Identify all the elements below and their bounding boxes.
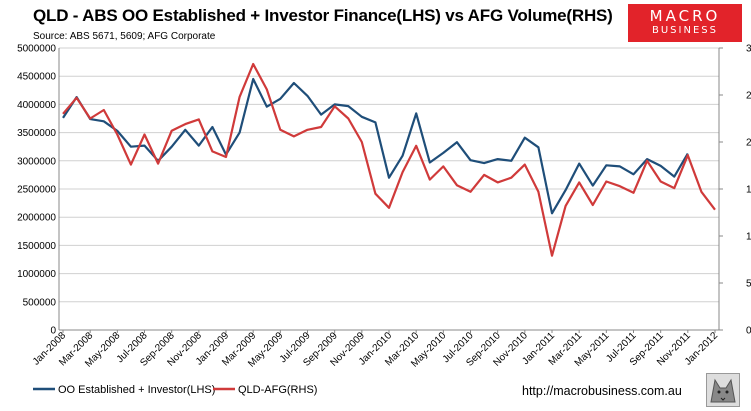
chart-title: QLD - ABS OO Established + Investor Fina…	[33, 6, 613, 25]
macrobusiness-logo: MACRO BUSINESS	[628, 4, 742, 42]
y-right-tick-label: 0	[746, 326, 751, 337]
y-right-tick-label: 1000	[746, 232, 751, 243]
y-right-tick-label: 3000	[746, 44, 751, 55]
y-right-tick-label: 2500	[746, 91, 751, 102]
y-left-tick-label: 2000000	[17, 213, 56, 224]
y-left-tick-label: 2500000	[17, 185, 56, 196]
chart-source: Source: ABS 5671, 5609; AFG Corporate	[33, 31, 216, 42]
logo-line-1: MACRO	[649, 7, 721, 25]
logo-line-2: BUSINESS	[652, 25, 718, 36]
y-left-tick-label: 1000000	[17, 269, 56, 280]
y-left-tick-label: 3000000	[17, 156, 56, 167]
y-right-tick-label: 2000	[746, 138, 751, 149]
y-left-tick-label: 4500000	[17, 72, 56, 83]
y-left-tick-label: 1500000	[17, 241, 56, 252]
legend-label: QLD-AFG(RHS)	[238, 384, 317, 396]
legend-label: OO Established + Investor(LHS)	[58, 384, 215, 396]
y-right-tick-label: 1500	[746, 185, 751, 196]
wolf-icon	[706, 373, 740, 407]
source-url[interactable]: http://macrobusiness.com.au	[522, 384, 682, 398]
series-line-oo-established-investor	[62, 77, 689, 215]
y-left-tick-label: 500000	[23, 297, 57, 308]
y-right-tick-label: 500	[746, 279, 751, 290]
y-left-tick-label: 3500000	[17, 128, 56, 139]
series-line-qld-afg	[62, 62, 716, 257]
y-left-tick-label: 4000000	[17, 100, 56, 111]
y-left-tick-label: 0	[50, 326, 56, 337]
y-left-tick-label: 5000000	[17, 44, 56, 55]
